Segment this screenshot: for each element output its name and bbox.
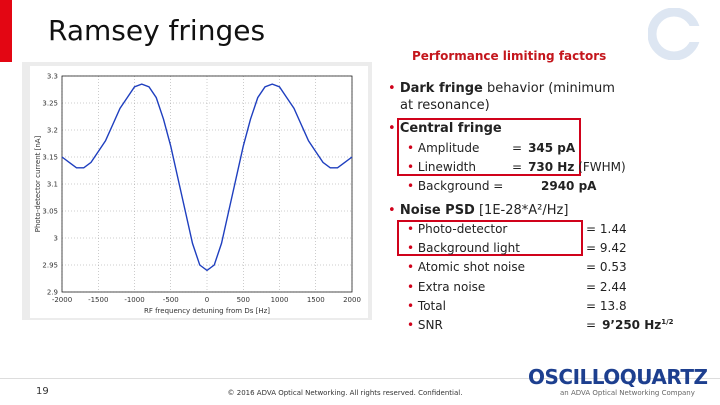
y-tick-label: 2.95 [42,262,58,270]
sub-value: 2940 pA [541,179,596,193]
y-tick-label: 3.2 [47,127,58,135]
footer-rule [0,378,720,379]
y-tick-label: 3.15 [42,154,58,162]
brand-logo: OSCILLOQUARTZ [528,365,708,389]
bullet-dot: • [407,241,418,255]
bullet-text: behavior (minimum at resonance) [400,81,615,113]
sub-value: = 9’250 Hz1/2 [586,318,674,332]
sub-bullet: • Extra noise [407,280,485,294]
y-tick-label: 2.9 [47,289,58,297]
sub-label: Extra noise [417,280,486,294]
copyright: © 2016 ADVA Optical Networking. All righ… [227,389,463,397]
sub-value: = 1.44 [586,222,633,236]
y-tick-label: 3.1 [47,181,58,189]
highlight-box [397,220,583,256]
y-tick-label: 3.05 [42,208,58,216]
y-tick-label: 3 [54,235,58,243]
bullet-dot: • [407,260,418,274]
slide-title: Ramsey fringes [48,14,266,47]
x-tick-label: -1000 [124,296,144,304]
sub-bold: 345 pA [528,141,576,155]
bullet-item: • Dark fringe behavior (minimum at reson… [388,80,615,114]
bullet-dot: • [388,81,400,96]
sub-label: Background = [417,179,504,193]
sub-eq: = 1.44 [586,222,627,236]
x-tick-label: -500 [163,296,179,304]
bullet-dot: • [407,179,418,193]
bullet-dot: • [407,299,418,313]
sub-value: = 345 pA [512,141,575,155]
y-axis-label: Photo-detector current [nA] [34,135,42,232]
sub-value: = 13.8 [586,299,633,313]
sub-bullet: • Amplitude [407,141,479,155]
bullet-item: • Central fringe [388,120,700,137]
y-tick-label: 3.25 [42,100,58,108]
sub-label: Total [417,299,446,313]
bullet-bold: Central fringe [399,121,502,136]
highlight-box [397,118,581,176]
plot-background [30,66,368,318]
brand-tagline: an ADVA Optical Networking Company [560,389,695,397]
bullet-dot: • [407,318,418,332]
sub-bullet: • Atomic shot noise [407,260,525,274]
accent-bar [0,0,12,62]
page-number: 19 [36,386,49,397]
sub-value: = 9.42 [586,241,633,255]
bullet-item: • Noise PSD [1E-28*A²/Hz] [388,202,700,219]
x-tick-label: 1500 [307,296,325,304]
bullet-text: [1E-28*A²/Hz] [478,203,569,218]
data-line [61,83,353,272]
sub-eq: = 0.53 [586,260,627,274]
x-tick-label: 1000 [271,296,289,304]
sub-eq: = 13.8 [586,299,627,313]
x-tick-label: 2000 [343,296,361,304]
sub-eq: = [512,160,523,174]
sub-label: Amplitude [417,141,480,155]
bullet-bold: Noise PSD [399,203,475,218]
x-tick-label: 500 [237,296,250,304]
logo-mark [648,8,700,60]
bullet-dot: • [407,141,418,155]
sub-eq: = 2.44 [586,280,627,294]
sub-bullet: • Total [407,299,446,313]
x-tick-label: 0 [205,296,209,304]
x-tick-label: -2000 [52,296,72,304]
sub-bold: 2940 pA [541,179,597,193]
bullet-dot: • [407,222,418,236]
y-tick-label: 3.3 [47,73,58,81]
sub-label: Photo-detector [417,222,508,236]
x-axis-label: RF frequency detuning from Ds [Hz] [144,307,270,315]
sub-label: SNR [417,318,443,332]
sub-bullet: • Linewidth [407,160,476,174]
sub-eq: = 9.42 [586,241,627,255]
sub-label: Atomic shot noise [417,260,526,274]
sub-value: = 2.44 [586,280,633,294]
x-tick-label: -1500 [88,296,108,304]
sub-value: = 0.53 [586,260,633,274]
sub-label: Background light [417,241,520,255]
sub-bold: 730 Hz [528,160,575,174]
sub-value: = 730 Hz (FWHM) [512,160,626,174]
sub-eq: = [512,141,523,155]
sub-eq: = [586,318,597,332]
bullet-bold: Dark fringe [399,81,483,96]
plot-frame [61,75,353,293]
sub-bullet: • Photo-detector [407,222,507,236]
sub-bullet: • Background = [407,179,503,193]
sub-label: Linewidth [417,160,476,174]
sub-bullet: • Background light [407,241,520,255]
chart: 2.9 2.95 3 3.05 3.1 3.15 3.2 3.25 3.3 -2000 -1500 -… [30,66,368,318]
bullet-dot: • [388,203,400,218]
bullet-dot: • [407,280,418,294]
sub-note: (FWHM) [578,160,626,174]
sub-sup: 1/2 [661,318,674,326]
bullet-dot: • [407,160,418,174]
sub-bullet: • SNR [407,318,443,332]
section-title: Performance limiting factors [412,49,607,63]
sub-bold: 9’250 Hz [602,318,662,332]
bullet-dot: • [388,121,400,136]
